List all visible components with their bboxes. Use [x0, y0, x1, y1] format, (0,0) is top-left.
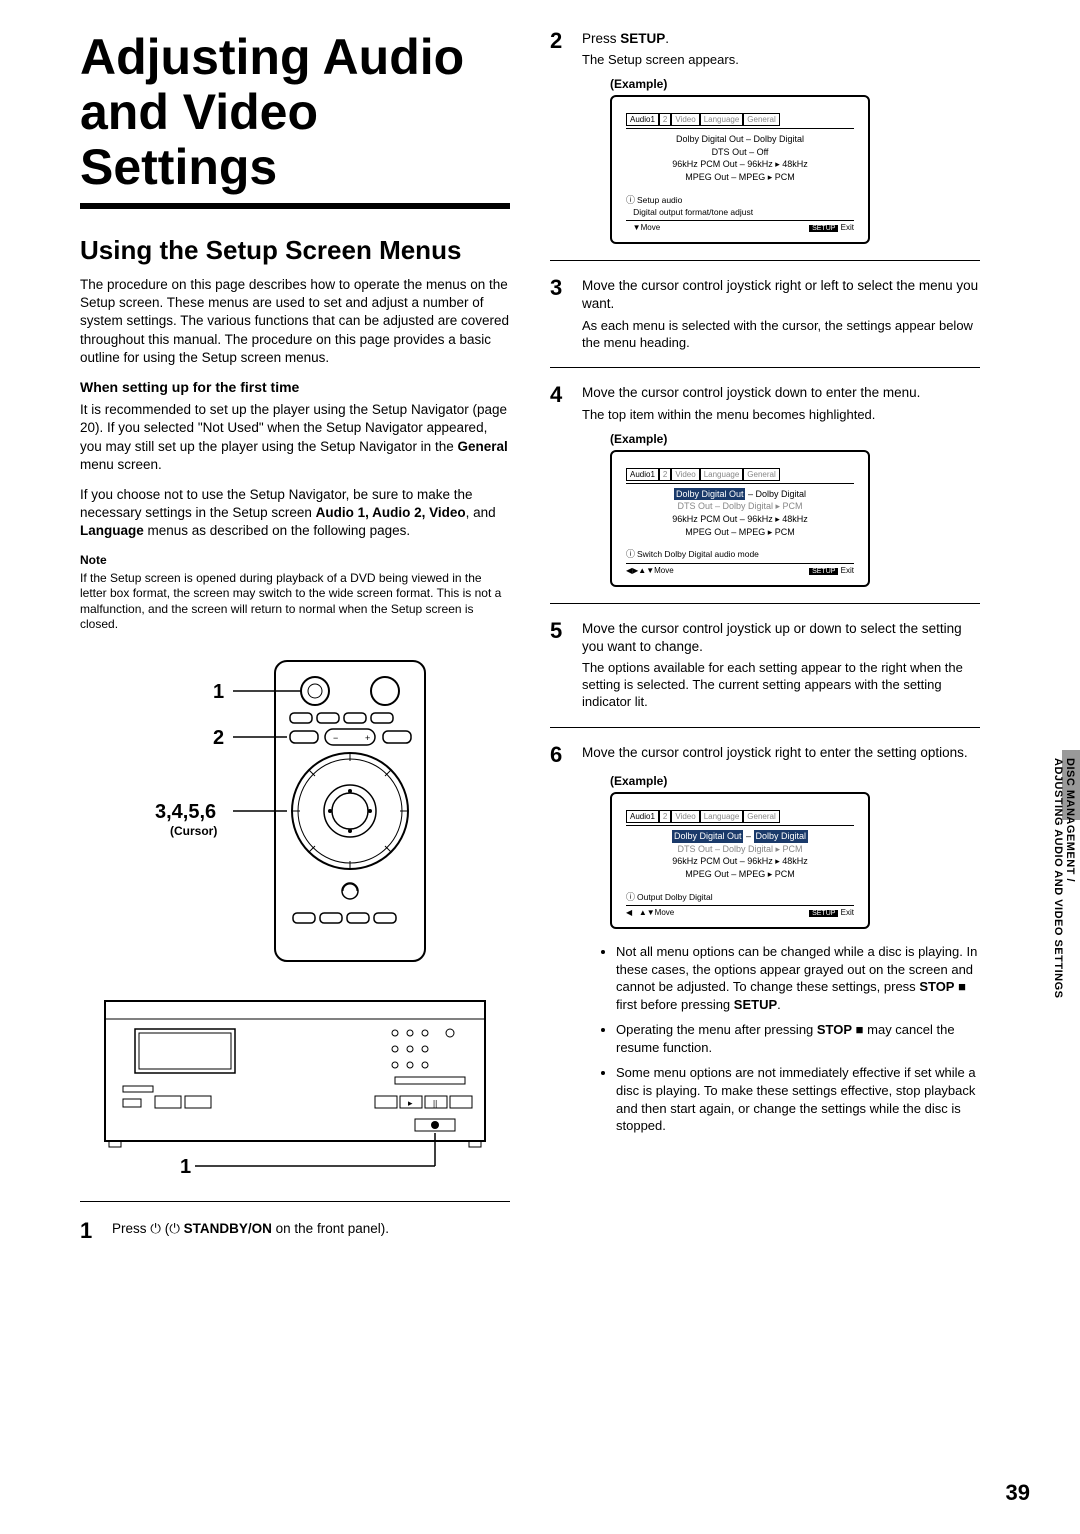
example-label: (Example) [610, 432, 980, 446]
remote-callout-cursor: (Cursor) [170, 824, 217, 838]
first-time-p1: It is recommended to set up the player u… [80, 401, 510, 474]
step-number: 5 [550, 620, 570, 642]
screen-example-2: Audio1 2 Video Language General Dolby Di… [610, 450, 870, 587]
note-text: If the Setup screen is opened during pla… [80, 571, 510, 633]
example-label: (Example) [610, 774, 980, 788]
step-number: 6 [550, 744, 570, 766]
step-3: 3 Move the cursor control joystick right… [550, 277, 980, 351]
rule [550, 727, 980, 728]
player-callout-1: 1 [180, 1156, 191, 1178]
svg-text:−: − [333, 733, 338, 743]
step-number: 2 [550, 30, 570, 52]
list-item: Operating the menu after pressing STOP ■… [616, 1021, 980, 1056]
screen-example-3: Audio1 2 Video Language General Dolby Di… [610, 792, 870, 929]
remote-callout-1: 1 [213, 681, 224, 703]
first-time-heading: When setting up for the first time [80, 379, 510, 395]
intro-text: The procedure on this page describes how… [80, 276, 510, 367]
remote-callout-3: 3,4,5,6 [155, 801, 216, 823]
step-number: 3 [550, 277, 570, 299]
step-2: 2 Press SETUP. The Setup screen appears. [550, 30, 980, 69]
svg-text:||: || [433, 1099, 437, 1108]
svg-text:+: + [365, 733, 370, 743]
step-4: 4 Move the cursor control joystick down … [550, 384, 980, 423]
main-title: Adjusting Audio and Video Settings [80, 30, 510, 195]
screen-example-1: Audio1 2 Video Language General Dolby Di… [610, 95, 870, 244]
step-number: 4 [550, 384, 570, 406]
step-6: 6 Move the cursor control joystick right… [550, 744, 980, 766]
rule [550, 603, 980, 604]
step-5: 5 Move the cursor control joystick up or… [550, 620, 980, 711]
step-1: 1 Press ⏻ (⏻ STANDBY/ON on the front pan… [80, 1220, 510, 1242]
power-icon: ⏻ [169, 1221, 180, 1236]
first-time-p2: If you choose not to use the Setup Navig… [80, 486, 510, 541]
title-rule [80, 203, 510, 209]
section-title: Using the Setup Screen Menus [80, 235, 510, 266]
list-item: Some menu options are not immediately ef… [616, 1064, 980, 1134]
remote-callout-2: 2 [213, 727, 224, 749]
rule [80, 1201, 510, 1202]
step-number: 1 [80, 1220, 100, 1242]
note-heading: Note [80, 553, 510, 567]
player-diagram: ▸ || 1 [95, 991, 495, 1181]
rule [550, 367, 980, 368]
list-item: Not all menu options can be changed whil… [616, 943, 980, 1013]
svg-text:▸: ▸ [408, 1098, 413, 1108]
page-number: 39 [1006, 1480, 1030, 1506]
rule [550, 260, 980, 261]
remote-diagram: − + [115, 651, 475, 971]
side-tab: DISC MANAGEMENT /ADJUSTING AUDIO AND VID… [1042, 750, 1080, 1190]
notes-list: Not all menu options can be changed whil… [600, 943, 980, 1134]
power-icon: ⏻ [150, 1221, 161, 1236]
example-label: (Example) [610, 77, 980, 91]
